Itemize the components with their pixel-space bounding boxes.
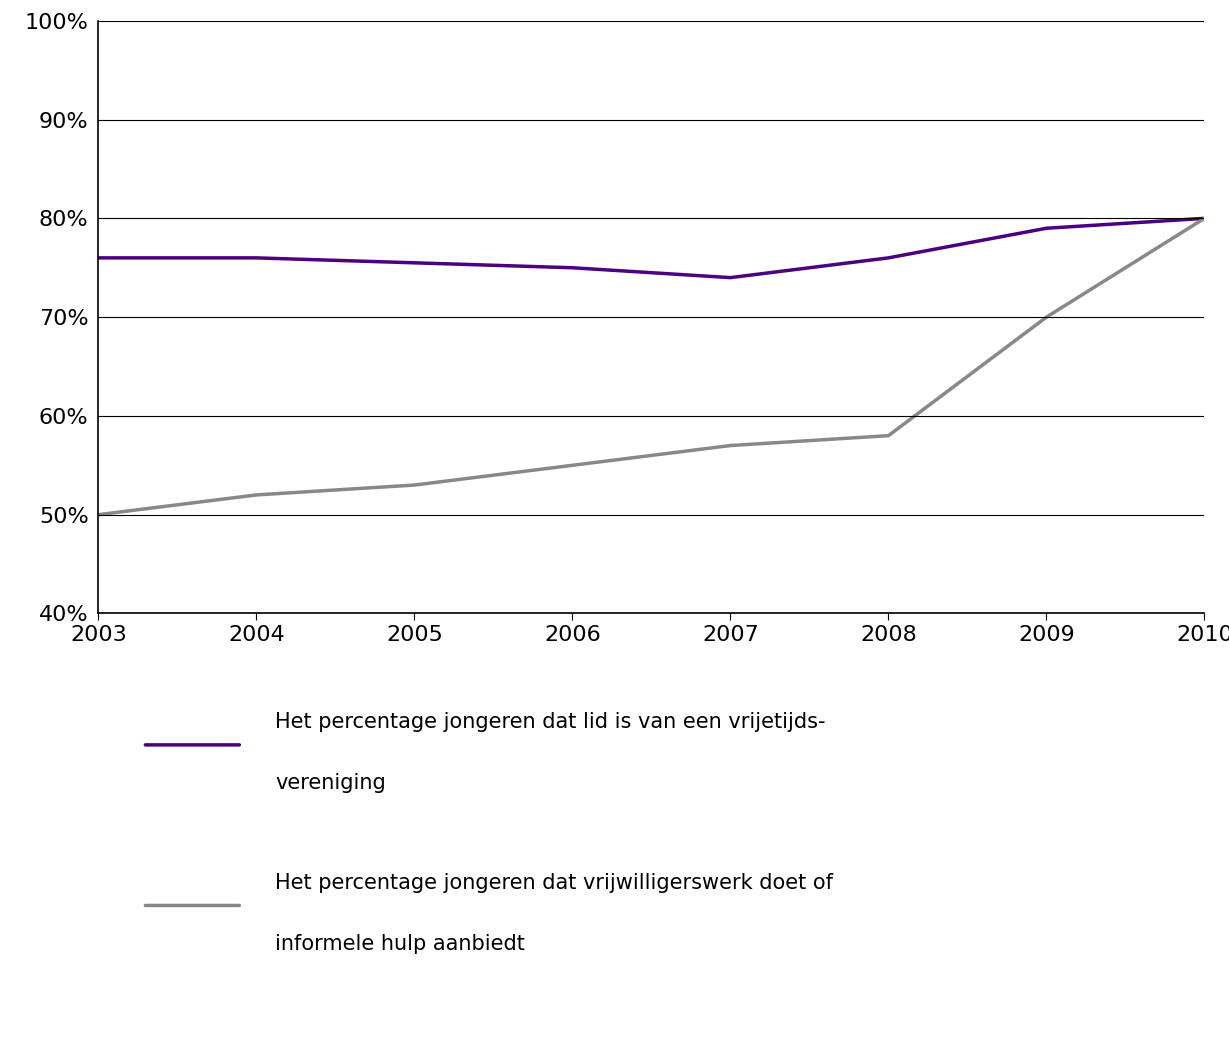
Text: Het percentage jongeren dat vrijwilligerswerk doet of: Het percentage jongeren dat vrijwilliger… xyxy=(275,872,833,892)
Text: Het percentage jongeren dat lid is van een vrijetijds-: Het percentage jongeren dat lid is van e… xyxy=(275,712,826,732)
Text: vereniging: vereniging xyxy=(275,773,386,793)
Text: informele hulp aanbiedt: informele hulp aanbiedt xyxy=(275,934,525,954)
